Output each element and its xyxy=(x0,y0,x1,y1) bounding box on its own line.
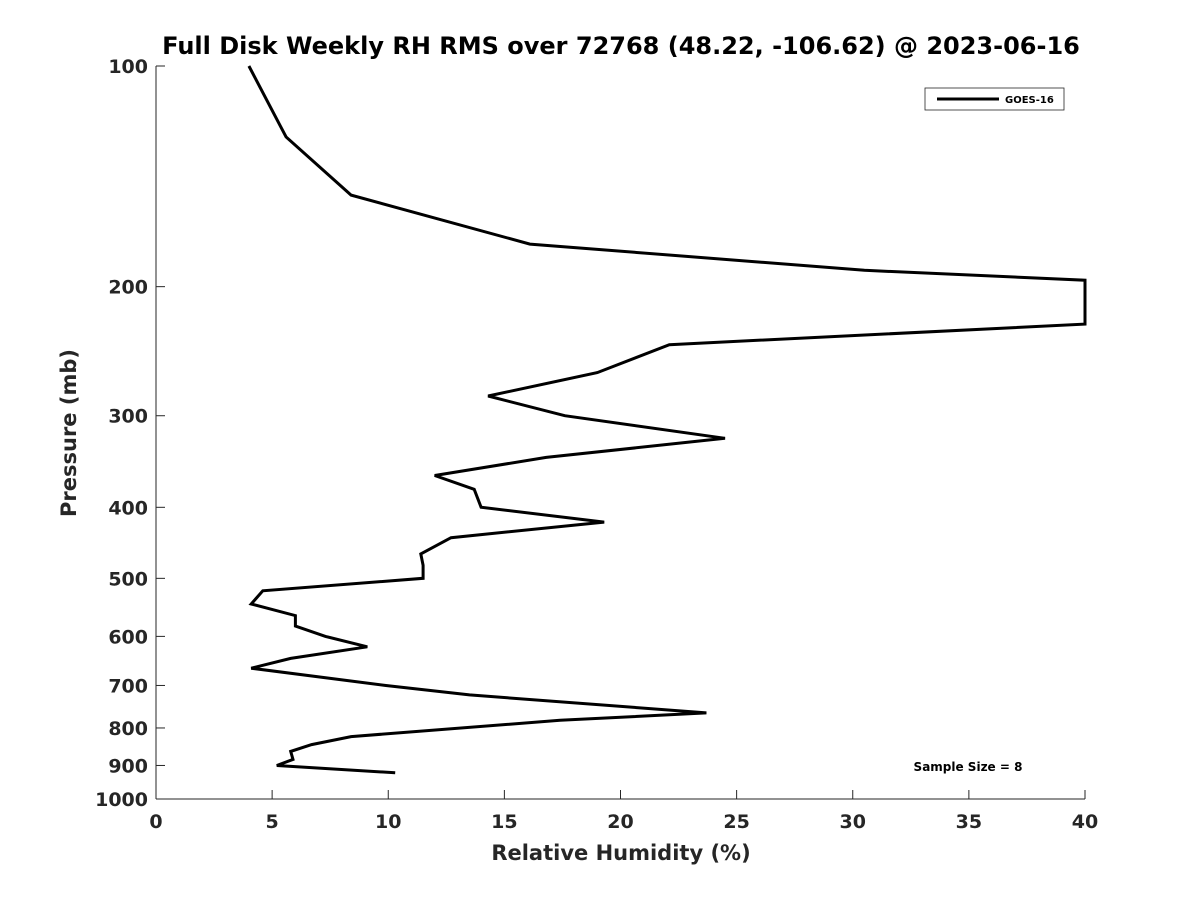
x-tick-label: 35 xyxy=(956,811,982,833)
y-tick-label: 600 xyxy=(108,626,148,648)
x-tick-label: 0 xyxy=(149,811,162,833)
y-tick-label: 400 xyxy=(108,497,148,519)
y-tick-label: 1000 xyxy=(95,789,148,811)
y-tick-label: 200 xyxy=(108,277,148,299)
x-axis-ticks: 0 5 10 15 20 25 30 35 40 xyxy=(149,790,1098,833)
x-tick-label: 30 xyxy=(840,811,866,833)
sample-size-annotation: Sample Size = 8 xyxy=(914,760,1023,774)
y-tick-label: 700 xyxy=(108,675,148,697)
y-tick-label: 500 xyxy=(108,568,148,590)
x-tick-label: 40 xyxy=(1072,811,1098,833)
y-axis-label: Pressure (mb) xyxy=(57,349,81,517)
y-tick-label: 800 xyxy=(108,718,148,740)
x-tick-label: 5 xyxy=(266,811,279,833)
chart-title: Full Disk Weekly RH RMS over 72768 (48.2… xyxy=(162,32,1080,60)
y-tick-label: 100 xyxy=(108,56,148,78)
y-axis-ticks: 100 200 300 400 500 600 700 800 900 1000 xyxy=(95,56,165,811)
x-axis-label: Relative Humidity (%) xyxy=(491,841,750,865)
series-group xyxy=(247,65,1087,775)
legend-label-goes16: GOES-16 xyxy=(1005,95,1054,106)
series-line-goes16 xyxy=(247,65,1087,775)
y-tick-label: 300 xyxy=(108,406,148,428)
plot-axes xyxy=(155,66,1085,800)
legend: GOES-16 xyxy=(924,87,1065,111)
x-tick-label: 20 xyxy=(607,811,633,833)
x-tick-label: 10 xyxy=(375,811,401,833)
y-tick-label: 900 xyxy=(108,755,148,777)
x-tick-label: 25 xyxy=(723,811,749,833)
x-tick-label: 15 xyxy=(491,811,517,833)
